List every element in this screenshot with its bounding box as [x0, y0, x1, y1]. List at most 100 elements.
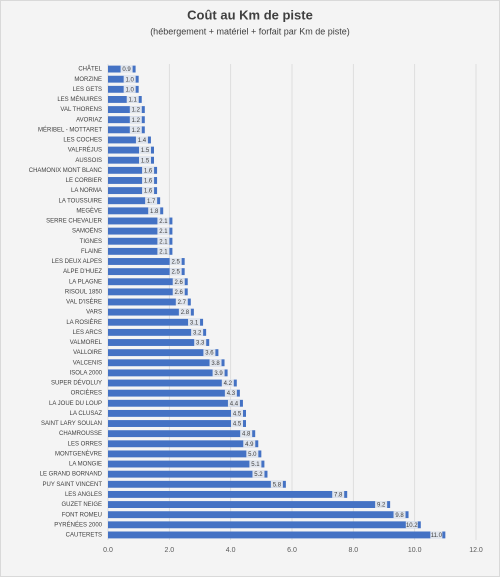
bar	[108, 318, 204, 326]
y-tick-label: VALFRÉJUS	[68, 147, 102, 154]
value-label-bg	[231, 409, 243, 417]
value-label: 4.4	[230, 401, 239, 407]
value-label-bg	[224, 389, 237, 397]
y-tick-label: PYRÉNÉES 2000	[54, 521, 102, 528]
y-tick-label: LES ORRES	[68, 441, 102, 447]
bar	[108, 420, 246, 427]
value-label: 5.2	[254, 472, 263, 478]
value-label-bg	[243, 440, 256, 448]
value-label: 1.2	[132, 108, 141, 114]
value-label-bg	[212, 369, 225, 377]
value-label: 1.5	[141, 148, 150, 154]
value-label-bg	[191, 328, 204, 336]
value-label-bg	[194, 339, 207, 347]
value-label: 2.1	[159, 219, 168, 225]
value-label-bg	[123, 85, 136, 93]
value-label-bg	[227, 399, 240, 407]
x-tick-label: 6.0	[287, 547, 297, 554]
bar	[108, 450, 262, 458]
value-label: 5.1	[251, 462, 260, 468]
value-label-bg	[231, 420, 243, 428]
y-tick-label: FONT ROMEU	[62, 512, 102, 518]
y-tick-label: AUSSOIS	[75, 158, 102, 164]
value-label: 2.5	[171, 270, 180, 276]
value-label: 1.4	[138, 138, 147, 144]
bar	[108, 96, 142, 103]
value-label-bg	[120, 65, 133, 73]
bar	[108, 490, 348, 498]
bar	[108, 409, 246, 417]
y-tick-label: RISOUL 1850	[65, 289, 103, 295]
y-tick-label: LA JOUE DU LOUP	[49, 401, 102, 407]
y-tick-label: LES MÉNUIRES	[57, 96, 102, 103]
y-tick-label: CHAMROUSSE	[59, 431, 102, 437]
value-label-bg	[126, 95, 139, 103]
value-label: 4.9	[245, 442, 254, 448]
bar	[108, 237, 173, 245]
bar	[108, 359, 225, 367]
value-label: 2.1	[159, 249, 168, 255]
bar	[108, 521, 421, 529]
value-label-bg	[405, 521, 418, 529]
value-label-bg	[249, 460, 262, 468]
y-tick-label: LA PLAGNE	[69, 279, 102, 285]
bar	[108, 146, 154, 154]
y-tick-label: ISOLA 2000	[70, 370, 103, 376]
y-tick-label: TIGNES	[80, 239, 102, 245]
value-label-bg	[209, 359, 222, 367]
y-tick-label: VARS	[86, 310, 102, 316]
chart-subtitle: (hébergement + matériel + forfait par Km…	[150, 26, 350, 36]
x-tick-label: 4.0	[226, 547, 236, 554]
value-label-bg	[142, 166, 155, 174]
value-label: 2.6	[175, 290, 184, 296]
bar	[108, 156, 154, 164]
bar	[108, 389, 240, 397]
value-label: 4.8	[242, 432, 251, 438]
bar	[108, 288, 188, 296]
value-label: 1.2	[132, 128, 141, 134]
value-label-bg	[169, 268, 182, 276]
value-label-bg	[157, 247, 170, 255]
y-tick-label: PUY SAINT VINCENT	[43, 482, 103, 488]
y-tick-label: VAL THORENS	[60, 107, 102, 113]
bar	[108, 440, 259, 448]
y-tick-label: MORZINE	[74, 77, 102, 83]
value-label: 1.1	[129, 98, 138, 104]
value-label: 3.1	[190, 320, 199, 326]
y-tick-label: CHÂTEL	[78, 66, 102, 73]
value-label: 3.9	[214, 371, 223, 377]
value-label: 9.8	[395, 513, 404, 519]
value-label-bg	[129, 126, 142, 134]
value-label: 2.8	[181, 310, 190, 316]
value-label-bg	[393, 511, 406, 519]
value-label-bg	[172, 288, 185, 296]
value-label-bg	[175, 298, 188, 306]
y-tick-label: VAL D'ISÈRE	[66, 299, 102, 306]
bar	[108, 126, 145, 134]
value-label-bg	[148, 207, 161, 215]
value-label: 3.8	[211, 361, 220, 367]
bar	[108, 166, 158, 174]
bar	[108, 247, 173, 255]
value-label: 2.1	[159, 239, 168, 245]
y-tick-label: AVORIAZ	[76, 117, 102, 123]
y-tick-label: MONTGENÈVRE	[55, 450, 102, 457]
value-label-bg	[145, 197, 158, 205]
bar	[108, 177, 158, 184]
bar	[108, 308, 194, 316]
value-label-bg	[123, 75, 136, 83]
bar	[108, 278, 188, 286]
value-label-bg	[169, 257, 182, 265]
y-tick-label: ORCIÈRES	[71, 390, 102, 397]
bar	[108, 369, 228, 377]
value-label: 10.2	[406, 523, 418, 529]
value-label-bg	[270, 480, 283, 488]
value-label: 3.2	[193, 330, 202, 336]
y-tick-label: LA ROSIÈRE	[66, 319, 102, 326]
y-tick-label: CAUTERETS	[66, 533, 102, 539]
x-tick-label: 10.0	[408, 547, 422, 554]
bar	[108, 349, 219, 357]
y-tick-label: CHAMONIX MONT BLANC	[29, 168, 103, 174]
y-tick-label: LE CORBIER	[66, 178, 103, 184]
